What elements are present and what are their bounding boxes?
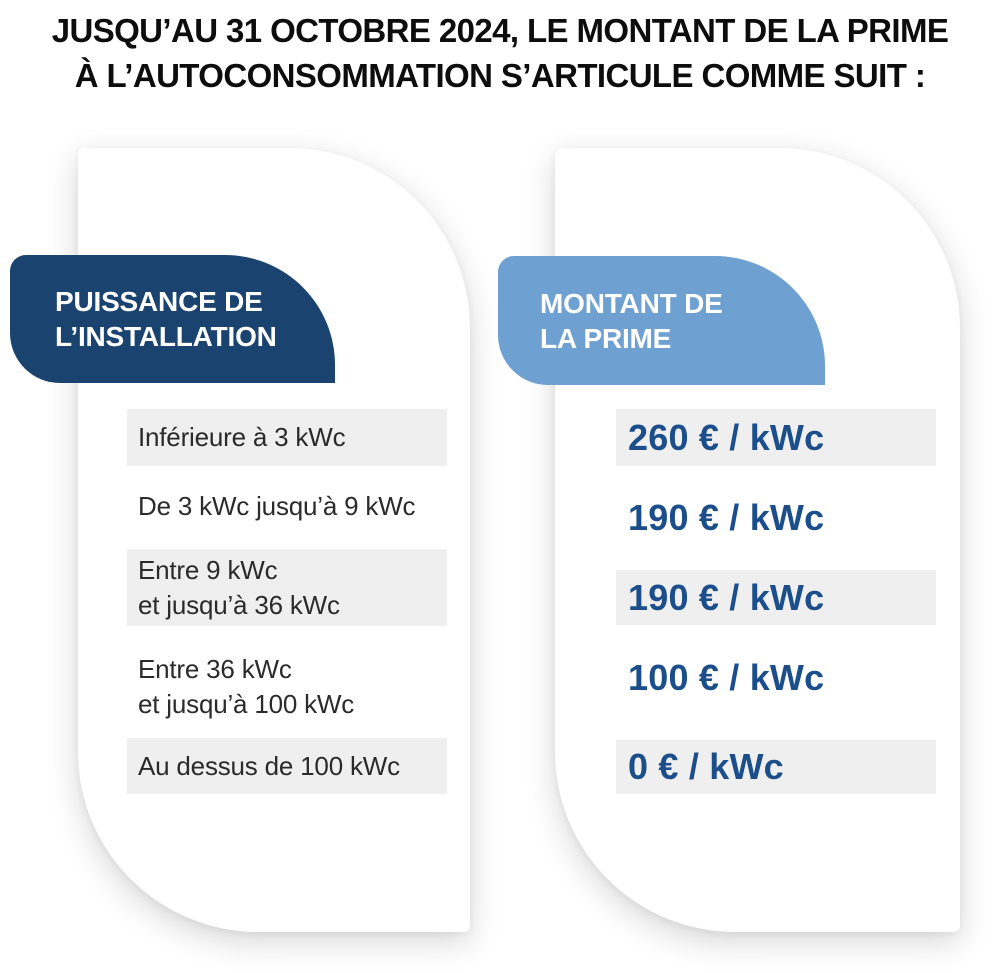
table-row-power-4: Entre 36 kWc et jusqu’à 100 kWc: [127, 648, 447, 725]
page-title-line1: JUSQU’AU 31 OCTOBRE 2024, LE MONTANT DE …: [51, 12, 949, 49]
prime-header-line2: LA PRIME: [540, 322, 672, 354]
prime-row-2-value: 190 € / kWc: [628, 497, 825, 538]
prime-row-3-value: 190 € / kWc: [628, 576, 825, 618]
power-row-4-text2: et jusqu’à 100 kWc: [138, 688, 355, 719]
power-row-2-text: De 3 kWc jusqu’à 9 kWc: [138, 490, 416, 521]
power-header-line2: L’INSTALLATION: [55, 321, 277, 352]
prime-row-1-value: 260 € / kWc: [628, 416, 825, 458]
table-row-prime-1: 260 € / kWc: [616, 409, 936, 466]
prime-column-header-badge: MONTANT DE LA PRIME: [498, 256, 825, 385]
table-row-prime-5: 0 € / kWc: [616, 740, 936, 794]
power-header-line1: PUISSANCE DE: [55, 286, 263, 317]
table-row-power-5: Au dessus de 100 kWc: [127, 738, 447, 794]
prime-row-4-value: 100 € / kWc: [628, 657, 825, 698]
prime-header-line1: MONTANT DE: [540, 287, 723, 319]
prime-row-5-value: 0 € / kWc: [628, 746, 784, 787]
table-row-power-1: Inférieure à 3 kWc: [127, 409, 447, 466]
power-row-4-text: Entre 36 kWc: [138, 653, 292, 684]
page-title: JUSQU’AU 31 OCTOBRE 2024, LE MONTANT DE …: [0, 8, 1000, 98]
power-row-1-text: Inférieure à 3 kWc: [138, 422, 346, 452]
page-title-line2: À L’AUTOCONSOMMATION S’ARTICULE COMME SU…: [74, 57, 926, 94]
table-row-power-3: Entre 9 kWc et jusqu’à 36 kWc: [127, 549, 447, 626]
power-row-5-text: Au dessus de 100 kWc: [138, 750, 400, 781]
table-row-prime-2: 190 € / kWc: [616, 490, 936, 546]
table-row-prime-4: 100 € / kWc: [616, 650, 936, 706]
table-row-power-2: De 3 kWc jusqu’à 9 kWc: [127, 478, 447, 534]
power-row-3-text: Entre 9 kWc: [138, 554, 278, 585]
table-row-prime-3: 190 € / kWc: [616, 570, 936, 625]
power-column-header-badge: PUISSANCE DE L’INSTALLATION: [10, 255, 335, 383]
power-row-3-text2: et jusqu’à 36 kWc: [138, 589, 340, 620]
